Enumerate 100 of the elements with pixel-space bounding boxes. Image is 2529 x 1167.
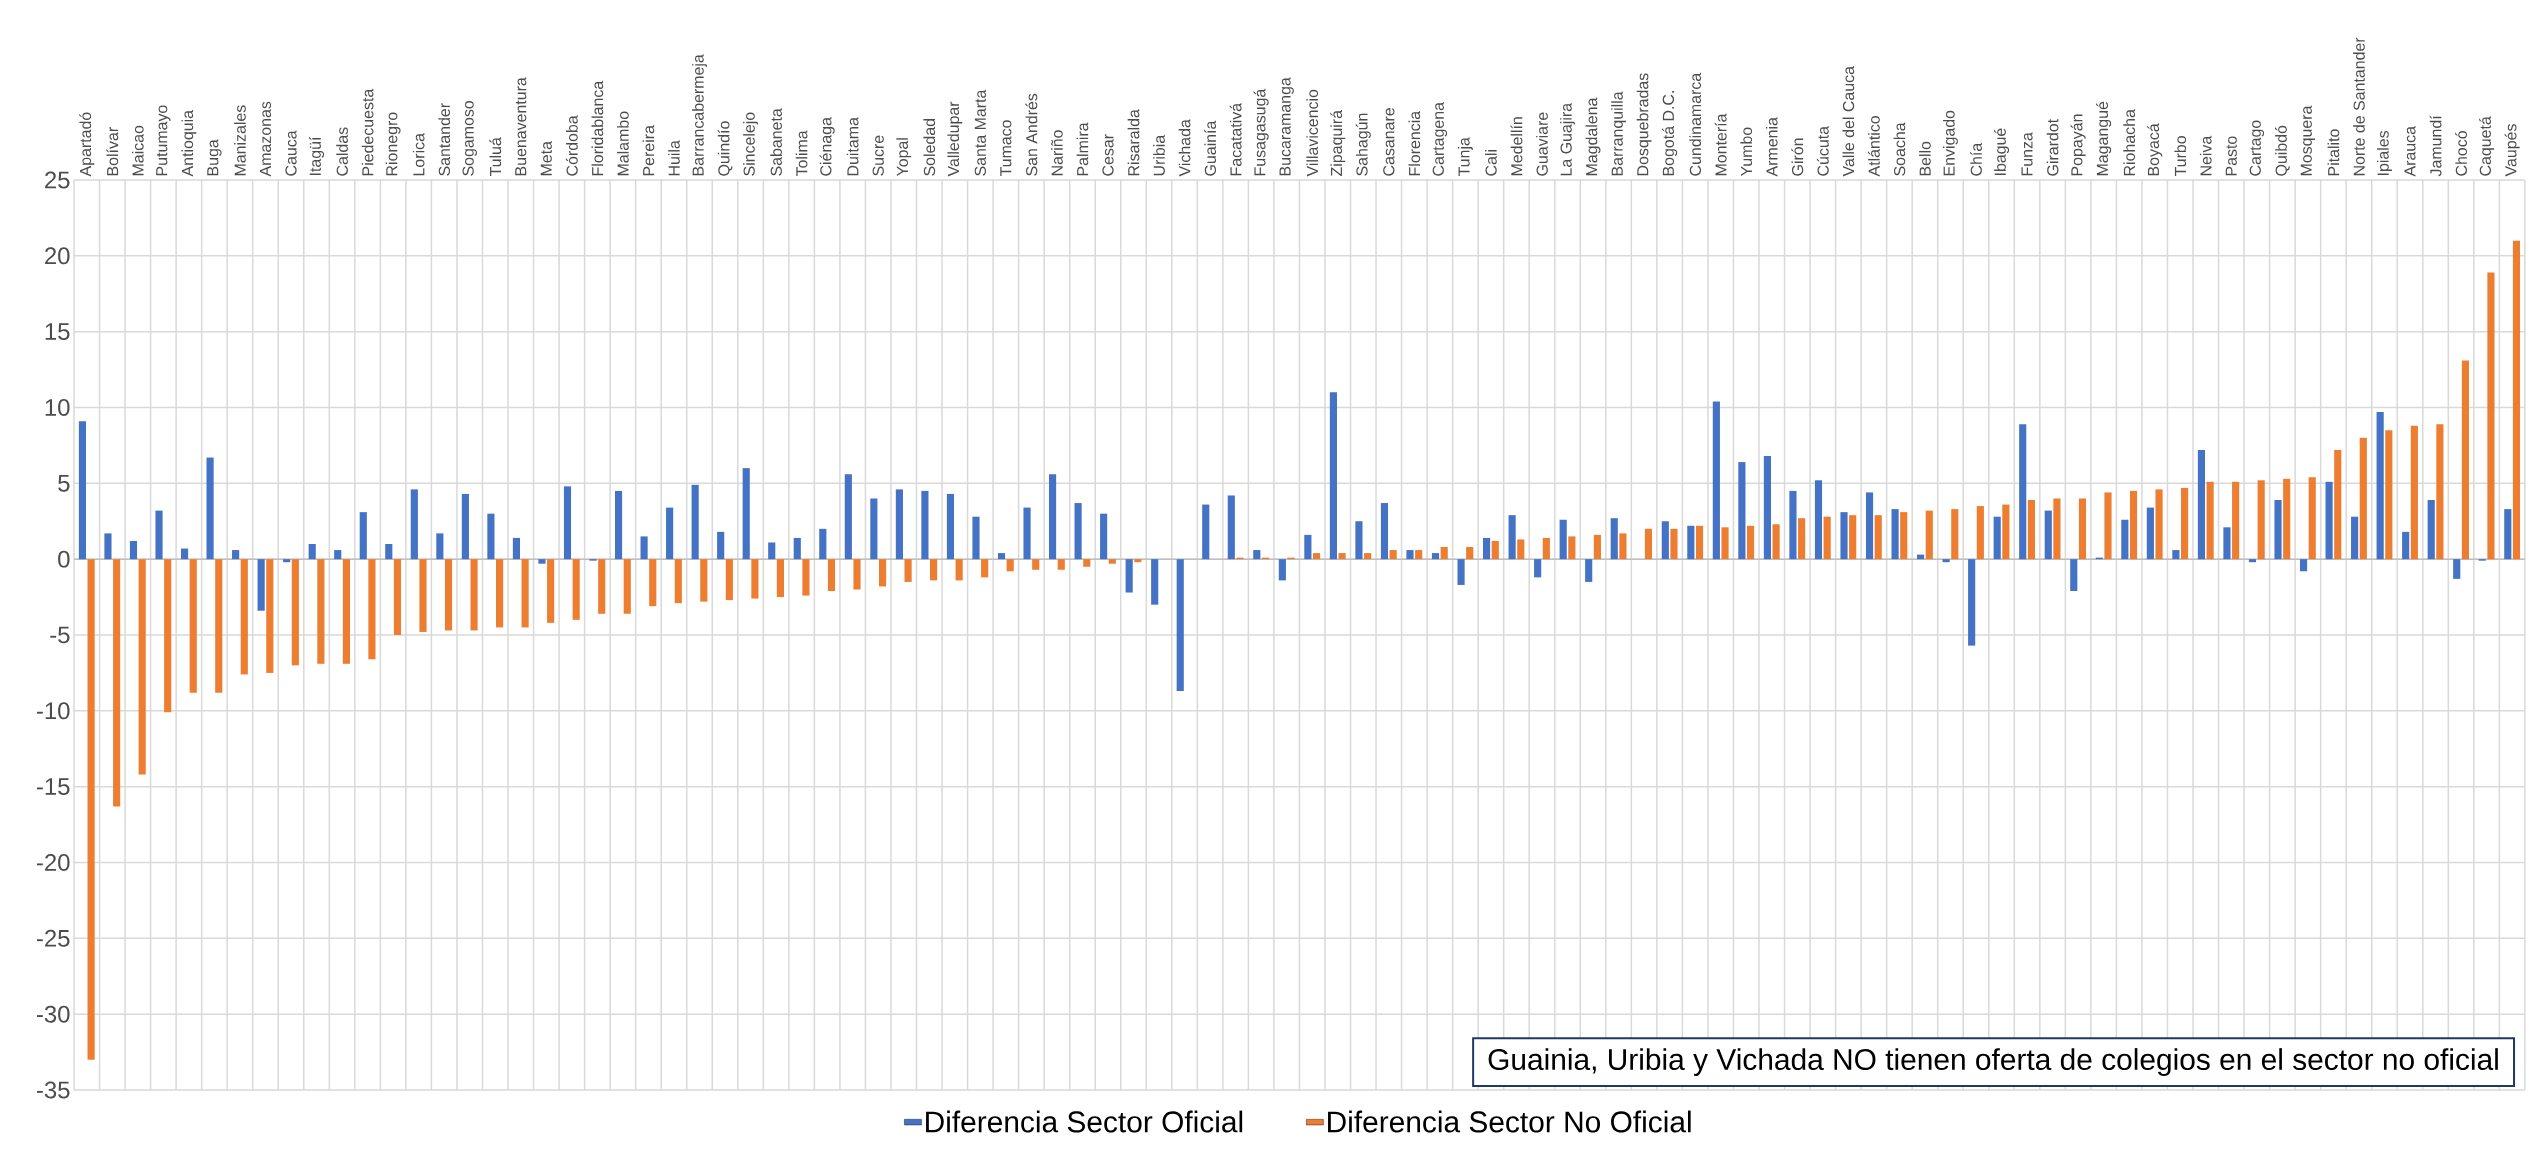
x-tick-label: Envigado	[1943, 110, 1958, 176]
x-tick-label: Barrancabermeja	[692, 54, 707, 176]
bar	[1721, 527, 1729, 560]
bar	[1032, 559, 1040, 570]
bar	[2402, 531, 2410, 560]
bar	[1049, 474, 1057, 560]
bar	[2325, 481, 2333, 560]
x-tick-label: Casanare	[1383, 108, 1395, 176]
x-tick-label: Apartadó	[79, 112, 95, 177]
bar	[2359, 437, 2367, 560]
bar	[921, 490, 929, 560]
bar	[997, 553, 1006, 560]
x-tick-label: Uribia	[1153, 134, 1165, 176]
y-tick-label: -15	[36, 778, 70, 795]
bar	[1891, 509, 1899, 560]
bar	[2181, 487, 2189, 560]
bar	[512, 537, 521, 560]
x-tick-label: Córdoba	[565, 115, 578, 176]
x-tick-label: Lorica	[412, 133, 425, 176]
bar	[1483, 537, 1491, 560]
x-tick-label: La Guajira	[1560, 102, 1575, 176]
x-tick-label: Quibdó	[2274, 125, 2290, 176]
bar	[1006, 559, 1014, 572]
bar	[1253, 550, 1261, 560]
bar	[1542, 537, 1550, 560]
bar	[538, 559, 546, 564]
x-tick-label: Ibagué	[1994, 128, 2010, 175]
x-tick-label: Piedecuesta	[361, 88, 374, 176]
bar	[725, 559, 733, 601]
bar	[878, 559, 887, 587]
bar	[691, 484, 699, 560]
bar	[283, 559, 291, 563]
bar	[1134, 559, 1142, 563]
x-tick-label: Ciénaga	[819, 117, 835, 176]
bar	[2283, 478, 2291, 560]
bar	[180, 548, 189, 560]
x-tick-label: Yumbo	[1740, 127, 1753, 177]
bar	[2504, 509, 2512, 560]
x-tick-label: Facatativá	[1229, 102, 1242, 176]
bar	[2002, 504, 2010, 560]
legend-label: Diferencia Sector No Oficial	[1328, 1110, 1691, 1133]
bar	[410, 489, 418, 560]
bar	[547, 559, 555, 623]
x-tick-label: Tolima	[795, 130, 808, 177]
bar	[2027, 500, 2035, 560]
bar	[232, 550, 240, 560]
bar	[2257, 480, 2265, 560]
bar	[1329, 392, 1337, 560]
x-tick-label: Bello	[1919, 141, 1931, 176]
x-tick-label: Bolívar	[106, 127, 119, 176]
x-tick-label: Cundinamarca	[1689, 72, 1702, 176]
x-tick-label: Buenaventura	[515, 77, 527, 176]
bar	[2078, 498, 2087, 560]
x-tick-label: Risaralda	[1127, 109, 1140, 176]
x-tick-label: Meta	[540, 141, 552, 176]
x-tick-label: San Andrés	[1025, 93, 1038, 176]
bar	[1491, 540, 1499, 560]
bar	[1585, 559, 1593, 582]
bar	[2376, 412, 2384, 560]
x-tick-label: Sogamoso	[462, 100, 477, 176]
bar	[1993, 516, 2001, 560]
x-tick-label: Putumayo	[156, 105, 171, 176]
x-tick-label: Norte de Santander	[2353, 37, 2365, 176]
bar	[104, 533, 112, 560]
bar	[2044, 510, 2052, 560]
y-tick-label: 5	[58, 474, 70, 492]
bar	[2299, 559, 2308, 572]
bar	[751, 559, 759, 599]
x-tick-label: Sahagún	[1355, 113, 1371, 176]
bar	[2385, 430, 2393, 560]
bar	[206, 457, 214, 560]
x-tick-label: Caldas	[336, 127, 348, 176]
x-tick-label: Huila	[668, 140, 680, 176]
bar	[2019, 424, 2027, 560]
bar	[768, 542, 776, 560]
bar	[1849, 515, 1857, 560]
x-tick-label: Santa Marta	[974, 89, 986, 176]
bar	[2308, 477, 2316, 560]
x-tick-label: Caquetá	[2479, 116, 2495, 176]
bar	[78, 421, 86, 560]
x-tick-label: Riohacha	[2123, 109, 2136, 176]
x-tick-label: Buga	[207, 139, 222, 176]
bar	[1738, 462, 1746, 560]
bar	[385, 543, 393, 560]
bar	[1951, 509, 1959, 560]
x-tick-label: Tuluá	[489, 137, 502, 177]
bar	[1457, 559, 1465, 585]
x-tick-label: Dosquebradas	[1636, 73, 1652, 176]
bar	[2172, 550, 2180, 560]
x-tick-label: Atlántico	[1867, 116, 1880, 177]
bar	[1772, 524, 1780, 560]
bar	[1942, 559, 1950, 563]
bar	[1083, 559, 1091, 567]
bar	[1900, 512, 1908, 560]
y-tick-label: 0	[58, 550, 70, 568]
x-tick-label: Villavicencio	[1306, 89, 1319, 177]
bar	[1789, 490, 1797, 560]
bar	[827, 559, 836, 592]
bar	[1389, 550, 1397, 560]
x-tick-label: Duitama	[846, 117, 859, 176]
